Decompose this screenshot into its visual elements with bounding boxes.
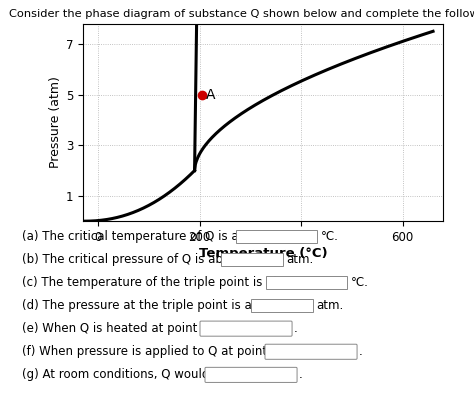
- Text: °C.: °C.: [320, 229, 338, 243]
- Text: .: .: [299, 369, 303, 382]
- Text: (g) At room conditions, Q would be a: (g) At room conditions, Q would be a: [22, 369, 239, 382]
- FancyBboxPatch shape: [200, 321, 292, 336]
- Text: (e) When Q is heated at point A, it: (e) When Q is heated at point A, it: [22, 322, 225, 335]
- X-axis label: Temperature (°C): Temperature (°C): [199, 247, 328, 260]
- Text: .: .: [294, 322, 298, 335]
- Text: .: .: [359, 345, 363, 358]
- Text: ---Select---: ---Select---: [271, 347, 323, 357]
- FancyBboxPatch shape: [266, 276, 346, 289]
- Text: (d) The pressure at the triple point is about: (d) The pressure at the triple point is …: [22, 299, 279, 312]
- Text: ---Select---: ---Select---: [211, 370, 264, 380]
- Text: (c) The temperature of the triple point is about: (c) The temperature of the triple point …: [22, 276, 300, 289]
- Text: Consider the phase diagram of substance Q shown below and complete the following: Consider the phase diagram of substance …: [9, 9, 474, 19]
- Text: ÷: ÷: [286, 370, 294, 380]
- FancyBboxPatch shape: [236, 229, 317, 243]
- Text: ÷: ÷: [346, 347, 355, 357]
- Text: °C.: °C.: [351, 276, 368, 289]
- Text: ---Select---: ---Select---: [206, 324, 258, 334]
- Text: ÷: ÷: [281, 324, 290, 334]
- FancyBboxPatch shape: [265, 344, 357, 359]
- Text: (f) When pressure is applied to Q at point A, it: (f) When pressure is applied to Q at poi…: [22, 345, 294, 358]
- Text: A: A: [206, 88, 216, 102]
- Text: (a) The critical temperature of Q is about: (a) The critical temperature of Q is abo…: [22, 229, 265, 243]
- Text: (b) The critical pressure of Q is about: (b) The critical pressure of Q is about: [22, 253, 242, 266]
- FancyBboxPatch shape: [251, 299, 313, 312]
- Y-axis label: Pressure (atm): Pressure (atm): [48, 77, 62, 168]
- Text: atm.: atm.: [287, 253, 314, 266]
- Text: atm.: atm.: [317, 299, 344, 312]
- FancyBboxPatch shape: [205, 367, 297, 382]
- FancyBboxPatch shape: [221, 253, 283, 266]
